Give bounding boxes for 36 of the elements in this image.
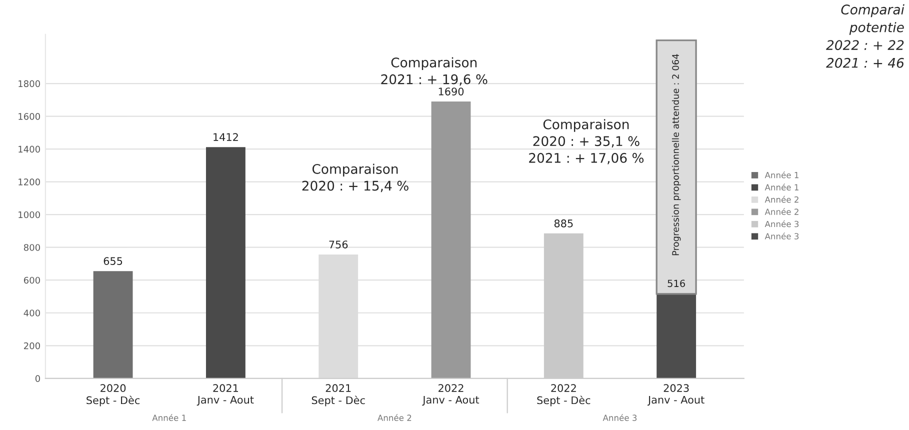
y-tick-label: 1600	[18, 113, 40, 120]
y-tick-label: 600	[24, 276, 40, 284]
legend-label: Année 3	[764, 232, 799, 240]
annotation: Comparaison 2020 : + 15,4 %	[302, 164, 408, 192]
y-tick-label: 1200	[18, 178, 40, 186]
y-tick-label: 1800	[18, 80, 40, 88]
annotation: Progression proportionnelle attendue : 2 064	[672, 54, 681, 256]
legend-label: Année 3	[764, 220, 799, 228]
data-label: 516	[668, 280, 685, 288]
y-tick-label: 200	[24, 342, 40, 350]
data-label: 885	[554, 219, 573, 228]
y-tick-label: 1400	[18, 146, 40, 153]
data-label: 1690	[438, 88, 464, 96]
data-label: 756	[329, 240, 348, 248]
legend-label: Année 1	[764, 171, 798, 178]
y-tick-label: 800	[24, 244, 40, 251]
annotation: Comparaison 2020 : + 35,1 % 2021 : + 17,06 %	[529, 119, 644, 164]
annotation: Comparaison 2021 : + 19,6 %	[381, 57, 488, 86]
x-tick-label: 2022 Sept - Dèc	[537, 384, 590, 406]
text: Année 3	[602, 414, 637, 421]
text: Année 1	[152, 414, 186, 421]
data-label: 655	[104, 257, 122, 265]
y-tick-label: 1000	[18, 211, 40, 218]
text: Année 2	[378, 414, 412, 421]
x-tick-label: 2023 Janv - Aout	[647, 384, 704, 406]
legend-label: Année 2	[764, 208, 798, 215]
x-tick-label: 2020 Sept - Dèc	[86, 384, 140, 406]
x-tick-label: 2022 Janv - Aout	[422, 384, 480, 406]
x-tick-label: 2021 Sept - Dèc	[312, 384, 365, 406]
x-tick-label: 2021 Janv - Aout	[196, 384, 254, 406]
legend-label: Année 1	[764, 184, 798, 190]
y-tick-label: 400	[24, 310, 40, 316]
legend-label: Année 2	[764, 196, 798, 203]
text: Comparai potentie 2022 : + 22 2021 : + 46	[826, 4, 904, 68]
data-label: 1412	[214, 133, 238, 141]
y-tick-label: 0	[35, 375, 40, 382]
